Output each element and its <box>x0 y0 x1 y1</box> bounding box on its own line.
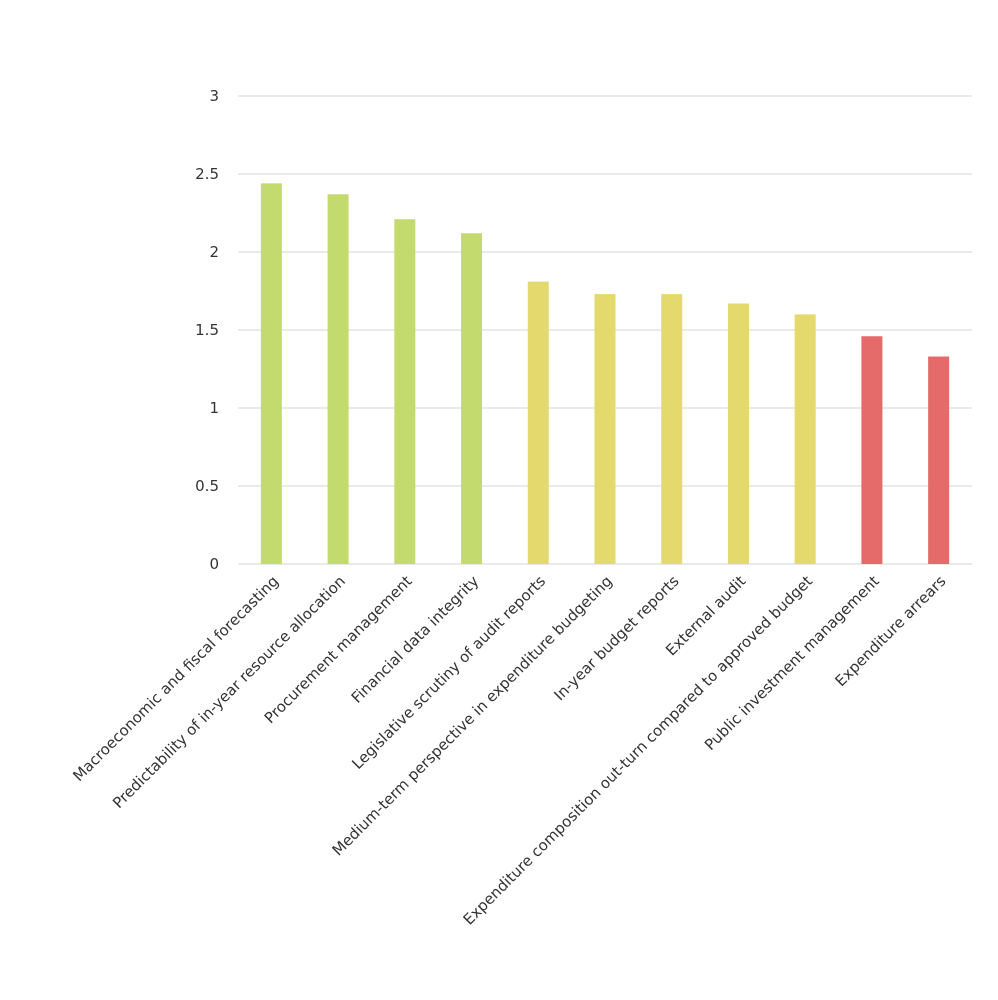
x-tick-label: Predictability of in-year resource alloc… <box>109 572 349 812</box>
x-tick-label: Expenditure arrears <box>831 572 949 690</box>
bar <box>594 294 616 564</box>
y-tick-label: 0.5 <box>195 477 219 495</box>
x-tick-label: In-year budget reports <box>550 572 682 704</box>
bar <box>861 336 883 564</box>
bar <box>327 194 349 564</box>
y-tick-label: 2.5 <box>195 165 219 183</box>
bar <box>794 314 816 564</box>
x-tick-label: Financial data integrity <box>348 572 483 707</box>
y-tick-label: 1 <box>209 399 219 417</box>
bar <box>661 294 683 564</box>
bar <box>260 183 282 565</box>
y-tick-label: 2 <box>209 243 219 261</box>
y-tick-label: 3 <box>209 87 219 105</box>
bar <box>727 303 749 564</box>
x-axis-labels: Macroeconomic and fiscal forecastingPred… <box>69 572 949 929</box>
y-axis-ticks: 0 0.5 1 1.5 2 2.5 3 <box>195 87 219 573</box>
bar <box>928 356 950 564</box>
bar <box>527 281 549 564</box>
bar <box>461 233 483 564</box>
y-tick-label: 1.5 <box>195 321 219 339</box>
bars <box>260 183 950 565</box>
y-tick-label: 0 <box>209 555 219 573</box>
bar <box>394 219 416 565</box>
